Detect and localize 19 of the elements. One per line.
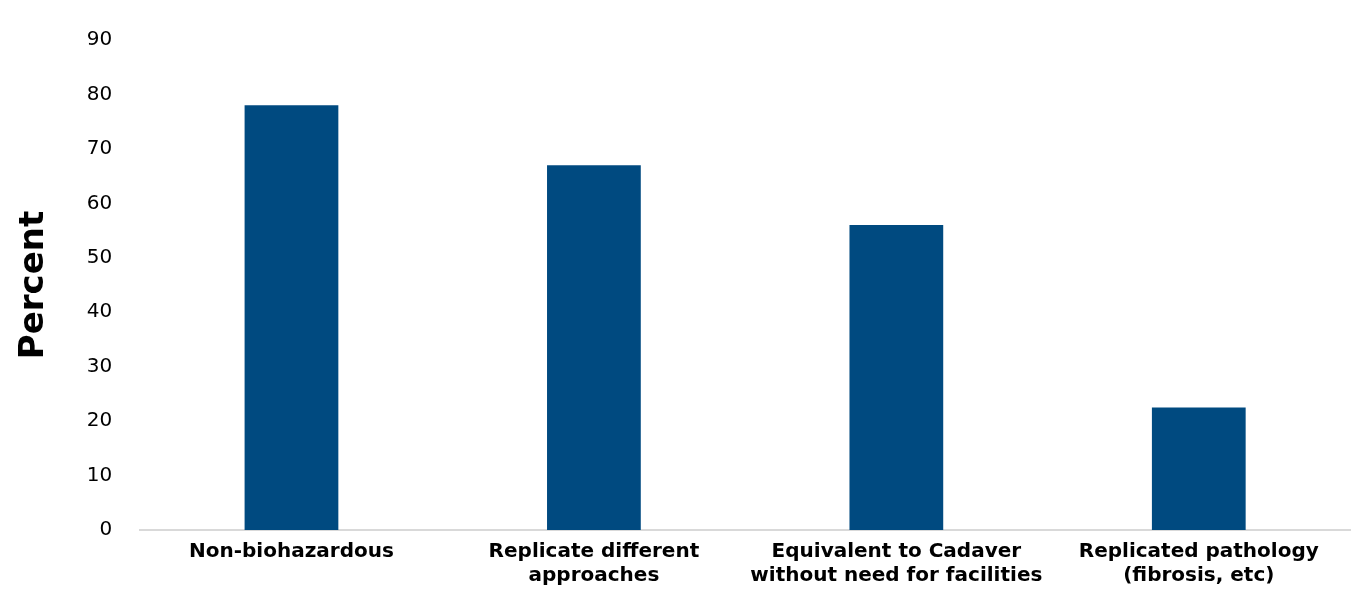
bar <box>1151 407 1246 530</box>
x-tick-label: Replicated pathology (fibrosis, etc) <box>1078 538 1319 587</box>
x-tick-label: Non-biohazardous <box>189 538 394 563</box>
x-tick-label: Equivalent to Cadaver without need for facilities <box>750 538 1043 587</box>
y-tick-label: 40 <box>86 298 113 323</box>
y-tick-label: 90 <box>86 26 113 51</box>
y-tick-label: 60 <box>86 189 113 214</box>
y-tick-label: 30 <box>86 352 113 377</box>
y-tick-label: 10 <box>86 461 113 486</box>
y-axis-title: Percent <box>11 210 52 360</box>
y-tick-label: 70 <box>86 135 113 160</box>
bar <box>244 105 339 530</box>
y-tick-label: 0 <box>99 516 113 541</box>
y-tick-label: 50 <box>86 243 113 268</box>
bar <box>849 225 944 530</box>
bar <box>547 165 641 530</box>
x-tick-label: Replicate different approaches <box>488 538 700 587</box>
y-tick-label: 80 <box>86 80 113 105</box>
y-tick-label: 20 <box>86 407 113 432</box>
